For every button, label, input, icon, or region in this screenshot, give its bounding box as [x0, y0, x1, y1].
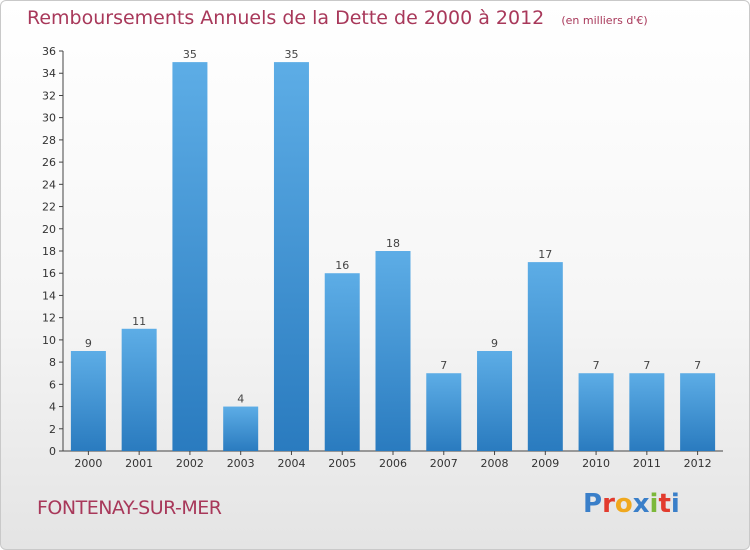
logo-letter: P: [583, 489, 603, 519]
data-labels: 9 11 35 4 35 16 18 7 9 17 7 7 7: [85, 48, 701, 405]
bar-2011: [629, 373, 665, 451]
bar-2006: [375, 251, 411, 451]
bar-2005: [324, 273, 360, 451]
y-tick-label: 32: [42, 89, 56, 102]
y-tick-label: 28: [42, 134, 56, 147]
y-tick-label: 22: [42, 201, 56, 214]
data-label-2001: 11: [132, 315, 146, 328]
y-tick-label: 4: [49, 401, 56, 414]
title-row: Remboursements Annuels de la Dette de 20…: [27, 7, 648, 29]
x-tick-label: 2012: [684, 457, 712, 470]
city-name: FONTENAY-SUR-MER: [37, 497, 222, 519]
y-tick-label: 26: [42, 156, 56, 169]
bar-2008: [477, 351, 513, 451]
y-tick-label: 12: [42, 312, 56, 325]
x-tick-label: 2011: [633, 457, 661, 470]
logo-letter: t: [658, 489, 671, 519]
y-tick-label: 20: [42, 223, 56, 236]
data-label-2011: 7: [643, 359, 650, 372]
data-label-2005: 16: [335, 259, 349, 272]
y-tick-label: 36: [42, 45, 56, 58]
data-label-2002: 35: [183, 48, 197, 61]
x-tick-label: 2005: [328, 457, 356, 470]
logo-letter: x: [632, 489, 650, 519]
data-label-2007: 7: [440, 359, 447, 372]
y-tick-label: 34: [42, 67, 56, 80]
data-label-2010: 7: [593, 359, 600, 372]
bar-2003: [223, 406, 259, 451]
bar-2001: [121, 328, 157, 451]
data-label-2004: 35: [284, 48, 298, 61]
bar-2002: [172, 62, 208, 451]
y-tick-label: 14: [42, 289, 56, 302]
x-tick-label: 2010: [582, 457, 610, 470]
y-tick-label: 30: [42, 112, 56, 125]
x-tick-label: 2009: [531, 457, 559, 470]
data-label-2003: 4: [237, 393, 244, 406]
x-tick-label: 2007: [430, 457, 458, 470]
y-tick-label: 18: [42, 245, 56, 258]
bar-2012: [680, 373, 716, 451]
bar-2009: [527, 262, 563, 451]
logo-letter: o: [614, 489, 633, 519]
x-tick-label: 2004: [277, 457, 305, 470]
y-tick-label: 16: [42, 267, 56, 280]
y-tick-label: 24: [42, 178, 56, 191]
data-label-2008: 9: [491, 337, 498, 350]
x-tick-label: 2008: [481, 457, 509, 470]
logo-letter: r: [602, 489, 615, 519]
x-tick-label: 2002: [176, 457, 204, 470]
chart-unit: (en milliers d'€): [561, 14, 648, 27]
y-tick-label: 10: [42, 334, 56, 347]
logo-letter: i: [670, 489, 680, 519]
bar-2000: [70, 351, 106, 451]
bar-2010: [578, 373, 614, 451]
y-tick-label: 2: [49, 423, 56, 436]
y-tick-label: 0: [49, 445, 56, 458]
x-tick-label: 2001: [125, 457, 153, 470]
bar-2007: [426, 373, 462, 451]
x-tick-label: 2006: [379, 457, 407, 470]
y-tick-label: 8: [49, 356, 56, 369]
data-label-2006: 18: [386, 237, 400, 250]
bar-2004: [273, 62, 309, 451]
data-label-2009: 17: [538, 248, 552, 261]
logo-letter: i: [649, 489, 659, 519]
bars: [70, 62, 716, 451]
proxiti-logo: Proxiti: [583, 489, 680, 519]
x-tick-label: 2000: [74, 457, 102, 470]
y-tick-label: 6: [49, 378, 56, 391]
x-tick-label: 2003: [227, 457, 255, 470]
chart-title: Remboursements Annuels de la Dette de 20…: [27, 7, 545, 29]
data-label-2012: 7: [694, 359, 701, 372]
data-label-2000: 9: [85, 337, 92, 350]
